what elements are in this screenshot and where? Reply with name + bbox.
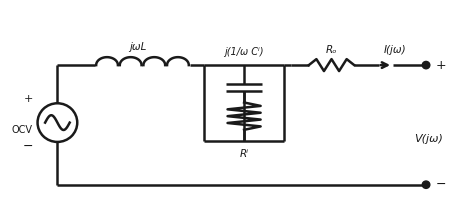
Text: −: − [436,178,446,191]
Text: I(jω): I(jω) [384,45,407,55]
Text: OCV: OCV [11,125,32,134]
Text: j(1/ω Cⁱ): j(1/ω Cⁱ) [224,47,264,57]
Text: Rⁱ: Rⁱ [239,149,249,159]
Text: V(jω): V(jω) [414,134,443,144]
Text: +: + [436,59,446,72]
Circle shape [422,181,430,188]
Text: +: + [23,94,33,104]
Circle shape [422,61,430,69]
Text: Rₒ: Rₒ [326,45,337,55]
Text: jωL: jωL [129,42,146,52]
Text: −: − [23,140,33,153]
